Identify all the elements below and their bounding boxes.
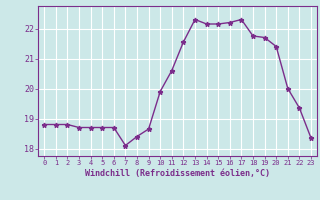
X-axis label: Windchill (Refroidissement éolien,°C): Windchill (Refroidissement éolien,°C) [85, 169, 270, 178]
